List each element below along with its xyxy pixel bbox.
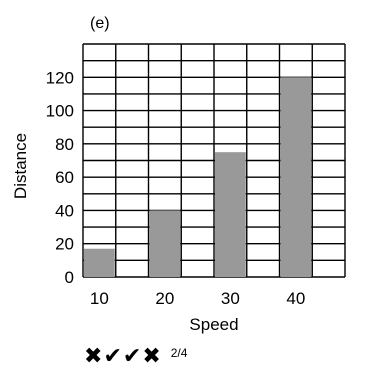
y-tick-label: 20 <box>55 235 74 254</box>
y-tick-label: 120 <box>46 68 74 87</box>
x-tick-label: 20 <box>155 289 174 308</box>
chart-grid <box>82 43 346 278</box>
y-tick-label: 40 <box>55 201 74 220</box>
check-icon: ✔ <box>122 344 142 369</box>
y-axis-label: Distance <box>11 133 30 199</box>
y-tick-label: 80 <box>55 135 74 154</box>
bar <box>280 77 312 278</box>
cross-icon: ✖ <box>84 344 103 369</box>
score-text: 2/4 <box>170 346 188 360</box>
answer-feedback: ✖ ✔ ✔ ✖ 2/4 <box>84 344 187 370</box>
y-tick-label: 100 <box>46 102 74 121</box>
bar <box>215 152 246 277</box>
x-tick-labels: 10 20 30 40 <box>90 289 305 308</box>
y-tick-label: 60 <box>55 168 74 187</box>
bar <box>84 248 115 277</box>
bar <box>149 210 181 277</box>
panel-label: (e) <box>90 15 110 32</box>
x-tick-label: 10 <box>90 289 109 308</box>
chart-bars <box>84 77 312 278</box>
check-icon: ✔ <box>103 344 122 369</box>
x-tick-label: 30 <box>221 289 240 308</box>
x-axis-label: Speed <box>189 315 238 334</box>
x-tick-label: 40 <box>286 289 305 308</box>
y-tick-label: 0 <box>65 268 74 287</box>
cross-icon: ✖ <box>142 344 161 369</box>
y-tick-labels: 0 20 40 60 80 100 120 <box>46 68 74 287</box>
